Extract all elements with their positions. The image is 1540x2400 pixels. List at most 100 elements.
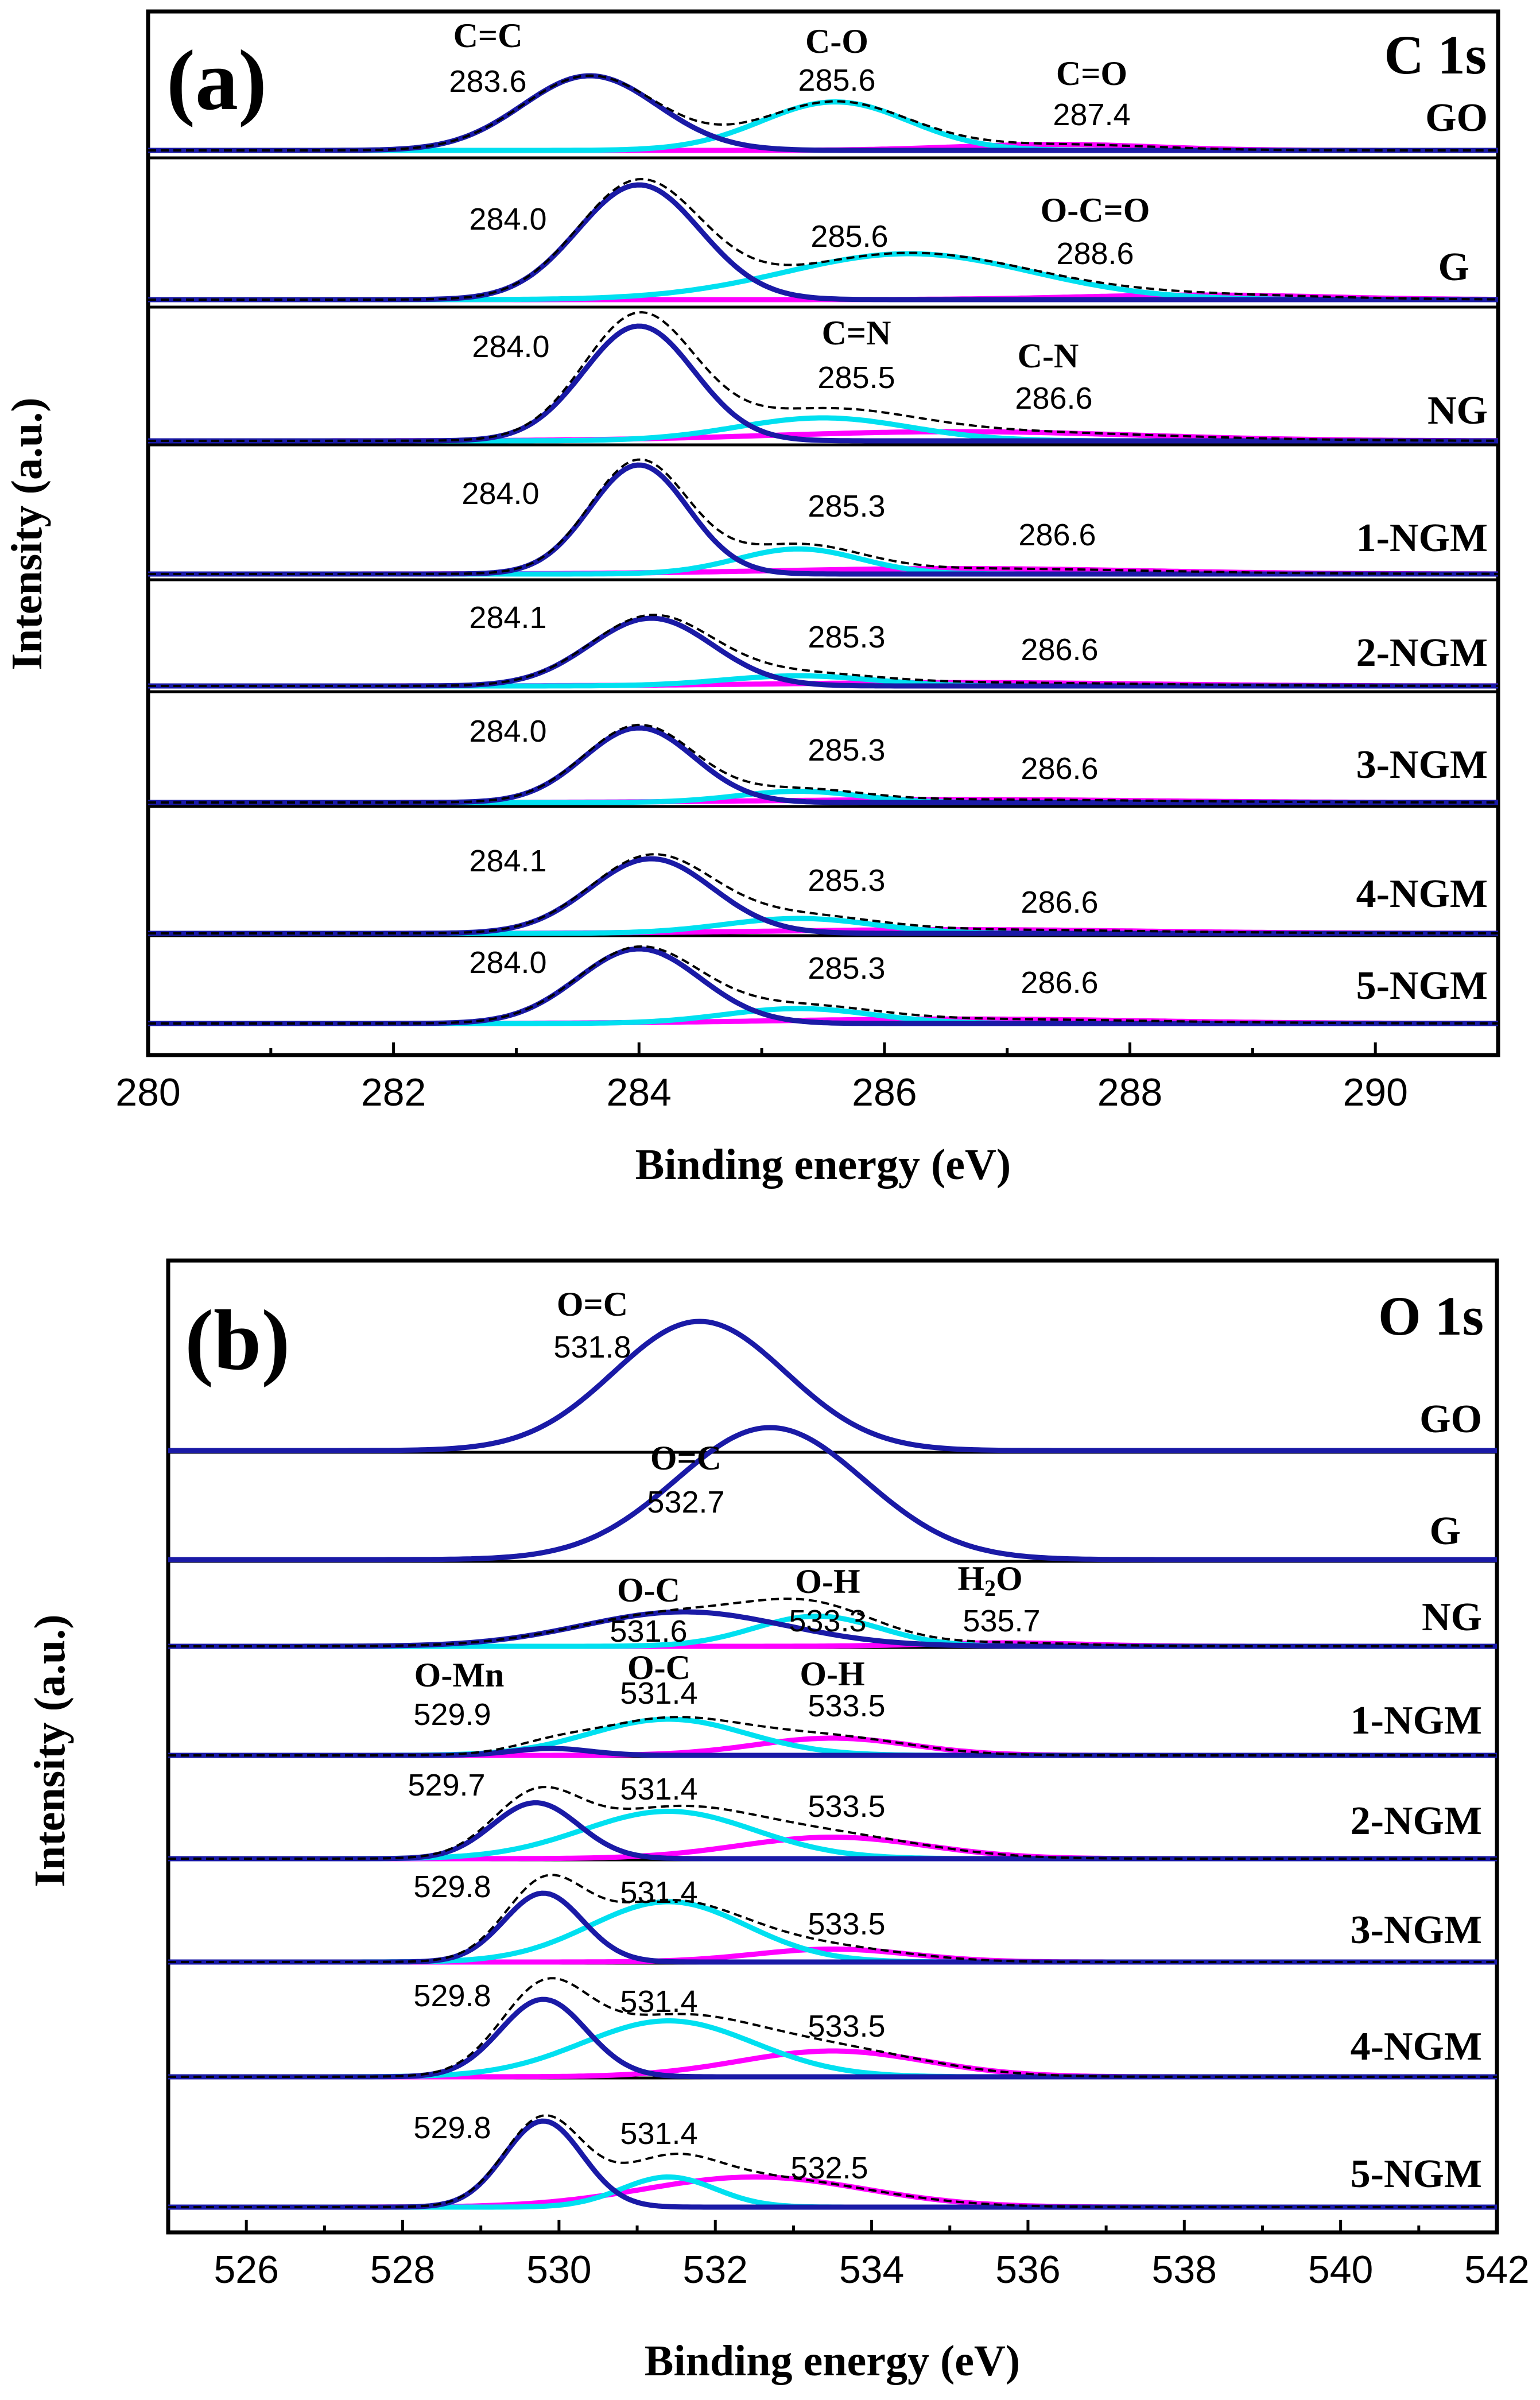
panel-a: 280 282 284 286 288 290 (a) C 1s Binding ener… — [3, 9, 1500, 1189]
fit-envelope — [148, 853, 1498, 935]
sample-label: 2-NGM — [1351, 1799, 1482, 1843]
fit-component-component-1 — [148, 73, 1498, 153]
peak-value-label: 285.6 — [798, 63, 875, 98]
fit-envelope — [168, 1977, 1497, 2078]
peak-value-label: 286.6 — [1021, 885, 1098, 920]
x-tick-label: 288 — [1097, 1071, 1162, 1114]
peak-value-label: 285.5 — [817, 360, 895, 395]
peak-value-label: 531.4 — [620, 1676, 697, 1711]
series-4-NGM — [148, 853, 1498, 936]
panel-a-core-level: C 1s — [1384, 24, 1487, 86]
x-tick-label: 532 — [683, 2248, 748, 2292]
x-tick-label: 534 — [839, 2248, 904, 2292]
series-1-NGM — [148, 458, 1498, 577]
panel-a-x-axis: 280 282 284 286 288 290 — [115, 1042, 1500, 1114]
peak-value-label: 284.0 — [472, 329, 549, 364]
series-4-NGM — [168, 1977, 1497, 2080]
fit-envelope — [168, 1786, 1497, 1860]
series-5-NGM — [168, 2114, 1497, 2210]
peak-value-label: 531.6 — [610, 1614, 687, 1649]
peak-value-label: 531.4 — [620, 1875, 697, 1910]
peak-value-label: 284.0 — [461, 476, 539, 511]
series-3-NGM — [168, 1874, 1497, 1965]
x-tick-label: 530 — [526, 2248, 591, 2292]
x-tick-label: 280 — [115, 1071, 180, 1114]
x-tick-label: 286 — [852, 1071, 917, 1114]
bond-label: C-O — [805, 22, 868, 60]
fit-component-component-2 — [148, 251, 1498, 303]
x-tick-label: 542 — [1464, 2248, 1529, 2292]
panel-b-traces — [168, 1319, 1497, 2210]
peak-value-label: 286.6 — [1015, 381, 1092, 416]
peak-value-label: 284.1 — [469, 600, 546, 635]
peak-value-label: 286.6 — [1021, 966, 1098, 1000]
sample-label: 3-NGM — [1351, 1908, 1482, 1952]
peak-value-label: 529.7 — [408, 1768, 485, 1802]
peak-value-label: 529.9 — [413, 1697, 491, 1732]
peak-value-label: 286.6 — [1021, 633, 1098, 667]
peak-value-label: 288.6 — [1056, 236, 1134, 271]
peak-value-label: 286.6 — [1021, 751, 1098, 786]
x-tick-label: 528 — [370, 2248, 435, 2292]
bond-label: H2O — [957, 1560, 1022, 1601]
peak-value-label: 285.3 — [808, 733, 885, 767]
sample-label: 5-NGM — [1351, 2152, 1482, 2196]
series-NG — [168, 1598, 1497, 1649]
peak-value-label: 284.0 — [469, 945, 546, 980]
peak-value-label: 284.0 — [469, 202, 546, 236]
fit-envelope — [168, 1874, 1497, 1963]
panel-b-core-level: O 1s — [1378, 1285, 1484, 1347]
sample-label: NG — [1422, 1595, 1482, 1639]
fit-component-component-1 — [148, 323, 1498, 444]
sample-label: 2-NGM — [1356, 631, 1488, 675]
peak-value-label: 533.5 — [808, 2009, 885, 2044]
peak-value-label: 535.7 — [963, 1604, 1040, 1638]
peak-value-label: 531.8 — [553, 1330, 631, 1364]
fit-envelope — [168, 2114, 1497, 2208]
panel-a-x-axis-title: Binding energy (eV) — [635, 1141, 1011, 1189]
panel-a-label: (a) — [166, 33, 267, 128]
peak-value-label: 285.3 — [808, 620, 885, 654]
bond-label: O-C — [627, 1649, 691, 1686]
peak-value-label: 283.6 — [449, 64, 526, 99]
peak-value-label: 285.3 — [808, 489, 885, 524]
panel-b-label: (b) — [185, 1293, 290, 1388]
series-G — [168, 1425, 1497, 1562]
bond-label: C=C — [453, 17, 523, 55]
fit-envelope — [148, 458, 1498, 575]
peak-value-label: 532.7 — [647, 1485, 724, 1519]
peak-value-label: 531.4 — [620, 2116, 697, 2151]
peak-value-label: 284.0 — [469, 714, 546, 749]
series-1-NGM — [168, 1716, 1497, 1758]
fit-envelope — [148, 311, 1498, 442]
bond-label: O-C=O — [1041, 191, 1150, 229]
fit-envelope — [168, 1598, 1497, 1647]
bond-label: O-Mn — [414, 1656, 505, 1694]
peak-value-label: 533.5 — [808, 1789, 885, 1824]
x-tick-label: 526 — [214, 2248, 278, 2292]
sample-label: GO — [1425, 96, 1488, 140]
bond-label: O=C — [557, 1285, 628, 1323]
bond-label: C=O — [1056, 55, 1127, 92]
peak-value-label: 531.4 — [620, 1772, 697, 1806]
panel-a-y-axis-title: Intensity (a.u.) — [3, 397, 51, 670]
x-tick-label: 284 — [607, 1071, 672, 1114]
bond-label: O=C — [650, 1439, 721, 1477]
series-3-NGM — [148, 723, 1498, 805]
panel-a-separators — [148, 156, 1498, 937]
fit-envelope — [148, 723, 1498, 804]
fit-component-component-1 — [148, 182, 1498, 303]
peak-value-label: 533.5 — [808, 1689, 885, 1723]
fit-component-component-1 — [168, 1425, 1497, 1562]
sample-label: 3-NGM — [1356, 743, 1488, 787]
series-5-NGM — [148, 945, 1498, 1026]
fit-component-component-1 — [148, 946, 1498, 1026]
x-tick-label: 536 — [995, 2248, 1060, 2292]
peak-value-label: 529.8 — [413, 1979, 491, 2013]
panel-b-separators — [168, 1451, 1497, 2080]
series-2-NGM — [148, 614, 1498, 689]
panel-b-frame — [166, 1258, 1499, 2235]
panel-b-x-axis-title: Binding energy (eV) — [645, 2337, 1020, 2385]
fit-component-component-3 — [168, 1835, 1497, 1862]
